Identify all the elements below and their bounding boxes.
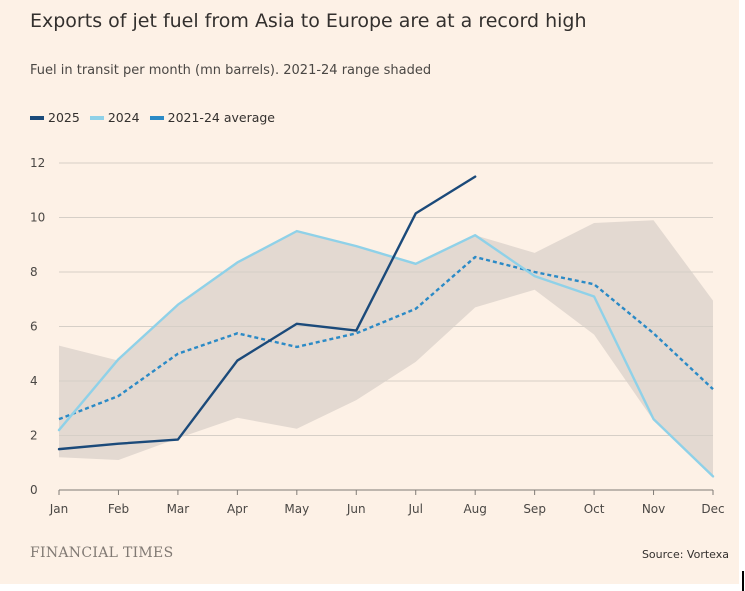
legend-label-2025: 2025 (48, 110, 80, 125)
series-line-2024 (57, 229, 715, 478)
legend: 2025 2024 2021-24 average (30, 110, 275, 125)
y-tick-label-2: 2 (30, 429, 38, 443)
x-tick-label-oct: Oct (584, 502, 605, 516)
legend-swatch-average (149, 115, 164, 120)
y-tick-label-6: 6 (30, 320, 38, 334)
x-tick-label-jun: Jun (346, 502, 366, 516)
x-tick-label-feb: Feb (108, 502, 129, 516)
y-tick-label-10: 10 (30, 211, 45, 225)
legend-swatch-2024 (89, 115, 104, 120)
x-tick-label-dec: Dec (701, 502, 724, 516)
series-line-2021-24-average (58, 255, 714, 421)
legend-item-2025: 2025 (30, 110, 80, 125)
x-tick-label-may: May (284, 502, 309, 516)
y-tick-label-4: 4 (30, 374, 38, 388)
x-tick-label-nov: Nov (642, 502, 665, 516)
x-tick-label-apr: Apr (227, 502, 248, 516)
legend-label-average: 2021-24 average (167, 110, 275, 125)
legend-label-2024: 2024 (107, 110, 140, 125)
y-tick-label-0: 0 (30, 483, 38, 497)
x-tick-label-sep: Sep (523, 502, 546, 516)
edge-mark (742, 571, 744, 591)
legend-swatch-2025 (30, 115, 44, 120)
chart-title: Exports of jet fuel from Asia to Europe … (30, 10, 587, 32)
y-tick-label-12: 12 (30, 156, 45, 170)
y-tick-label-8: 8 (30, 265, 38, 279)
source-note: Source: Vortexa (641, 548, 729, 561)
x-tick-label-jan: Jan (49, 502, 69, 516)
legend-item-average: 2021-24 average (149, 110, 275, 125)
x-tick-label-mar: Mar (167, 502, 190, 516)
ft-logo-text: FINANCIAL TIMES (30, 545, 174, 561)
range-band (59, 220, 713, 477)
x-tick-label-aug: Aug (463, 502, 486, 516)
legend-item-2024: 2024 (89, 110, 140, 125)
chart-subtitle: Fuel in transit per month (mn barrels). … (30, 63, 432, 78)
series-line-2025 (57, 175, 477, 451)
x-tick-label-jul: Jul (407, 502, 422, 516)
